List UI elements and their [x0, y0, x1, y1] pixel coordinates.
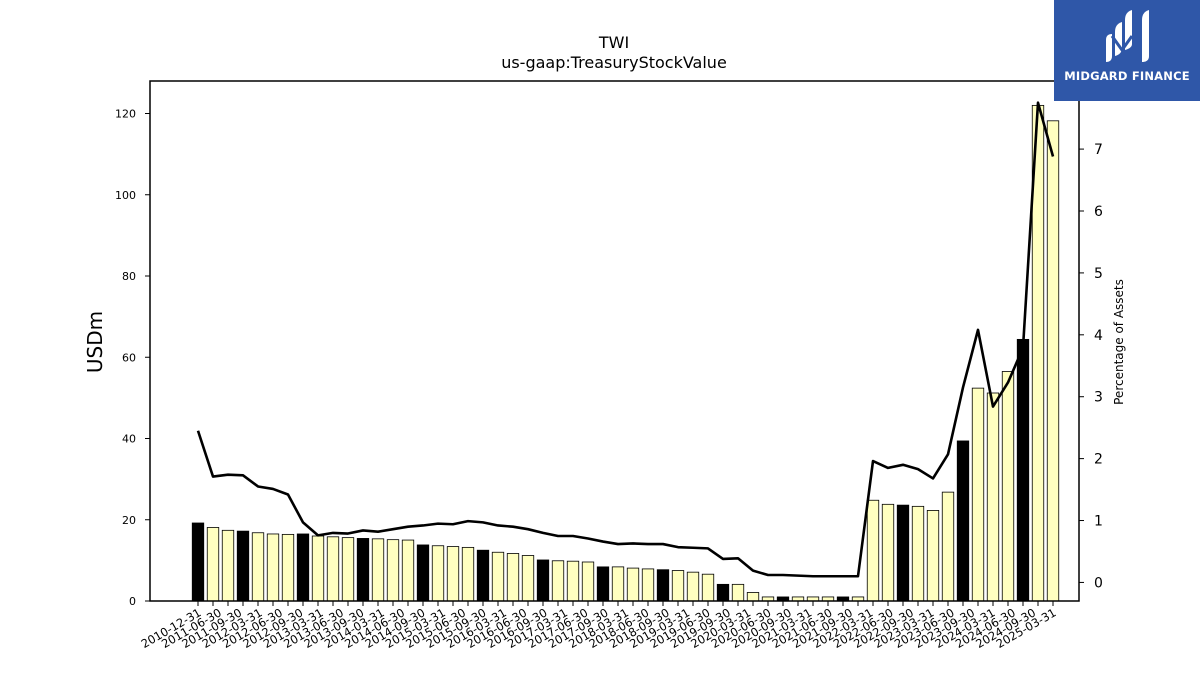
- bar: [896, 504, 910, 602]
- bar: [971, 387, 985, 602]
- bar: [1016, 338, 1030, 602]
- bar: [506, 553, 520, 602]
- bar: [431, 545, 445, 602]
- bar: [281, 533, 295, 602]
- y-tick-label: 20: [122, 514, 136, 527]
- bar: [191, 522, 205, 602]
- y2-tick-label: 2: [1094, 452, 1103, 468]
- bar: [461, 546, 475, 602]
- bar: [866, 499, 880, 602]
- bar: [296, 533, 310, 602]
- bar: [311, 535, 325, 602]
- bar: [956, 440, 970, 602]
- y2-tick-label: 7: [1094, 142, 1103, 158]
- y-tick-label: 40: [122, 433, 136, 446]
- bar: [401, 539, 415, 602]
- logo-text: MIDGARD FINANCE: [1064, 69, 1190, 83]
- y2-tick-label: 3: [1094, 390, 1103, 406]
- bar: [371, 538, 385, 602]
- bar: [221, 529, 235, 602]
- y2-axis-label: Percentage of Assets: [1112, 279, 1126, 405]
- bar: [626, 567, 640, 602]
- bar: [671, 570, 685, 602]
- bar: [356, 538, 370, 602]
- y-tick-label: 80: [122, 270, 136, 283]
- bar: [656, 569, 670, 602]
- chart-title: TWI: [598, 33, 629, 52]
- bar: [596, 566, 610, 602]
- bar: [416, 544, 430, 602]
- plot-frame: [149, 80, 1080, 602]
- bar: [341, 537, 355, 602]
- y2-tick-label: 6: [1094, 204, 1103, 220]
- y-tick-label: 120: [115, 108, 136, 121]
- percentage-line: [196, 101, 1055, 578]
- bar: [521, 555, 535, 602]
- bar: [611, 566, 625, 602]
- y-tick-label: 60: [122, 351, 136, 364]
- y-tick-label: 100: [115, 189, 136, 202]
- chart-subtitle: us-gaap:TreasuryStockValue: [501, 53, 727, 72]
- bar: [206, 527, 220, 602]
- y2-tick-label: 5: [1094, 266, 1103, 282]
- bar: [1001, 371, 1015, 602]
- bar: [551, 560, 565, 602]
- bar: [641, 568, 655, 602]
- bar: [326, 536, 340, 602]
- bar: [941, 491, 955, 602]
- bar: [1046, 120, 1060, 602]
- bar: [701, 573, 715, 602]
- bar: [236, 530, 250, 602]
- bar: [911, 505, 925, 602]
- bar: [566, 560, 580, 602]
- bar: [716, 583, 730, 602]
- y2-tick-label: 1: [1094, 514, 1103, 530]
- bar: [581, 561, 595, 602]
- y2-tick-label: 4: [1094, 328, 1103, 344]
- bar: [746, 592, 760, 602]
- bar: [926, 510, 940, 602]
- logo-mark-icon: [1106, 10, 1149, 62]
- bar: [251, 532, 265, 602]
- bar: [266, 533, 280, 602]
- y2-tick-label: 0: [1094, 575, 1103, 591]
- bar: [491, 551, 505, 602]
- bar: [536, 559, 550, 602]
- bar: [881, 503, 895, 602]
- bar: [446, 546, 460, 602]
- y-tick-label: 0: [129, 595, 136, 608]
- y-axis-label: USDm: [83, 311, 107, 373]
- bar: [731, 583, 745, 602]
- bar: [986, 392, 1000, 602]
- midgard-finance-logo: MIDGARD FINANCE: [1054, 0, 1200, 101]
- bar: [476, 549, 490, 602]
- bar: [686, 571, 700, 602]
- bar: [386, 539, 400, 602]
